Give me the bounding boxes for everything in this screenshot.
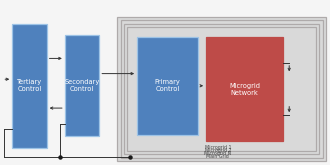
Bar [65,35,99,136]
Bar [206,37,283,141]
Bar [137,37,198,135]
Bar [121,20,323,158]
Bar [127,27,316,151]
Text: Microgrid 1: Microgrid 1 [205,145,231,150]
Bar [124,24,319,154]
Text: ·: · [216,146,219,155]
Bar [12,24,47,148]
Text: Main Grid: Main Grid [206,154,229,159]
Text: Microgrid 2: Microgrid 2 [205,148,231,153]
Text: Microgrid N: Microgrid N [204,151,231,156]
Text: Tertiary
Control: Tertiary Control [17,79,42,92]
Text: Secondary
Control: Secondary Control [64,79,100,92]
Text: Primary
Control: Primary Control [154,79,180,92]
Text: Microgrid
Network: Microgrid Network [229,82,260,96]
Bar [117,17,326,161]
